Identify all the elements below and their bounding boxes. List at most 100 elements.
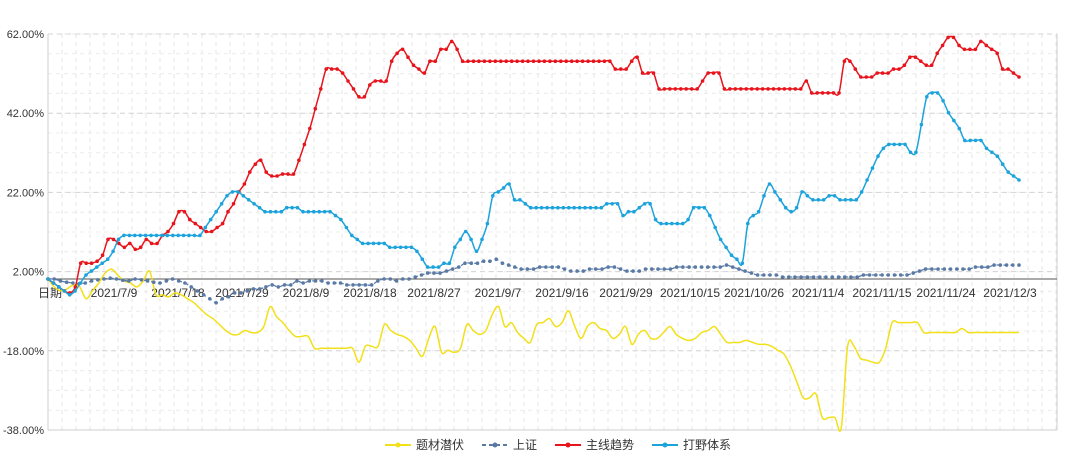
data-point: [1006, 67, 1010, 71]
data-point: [208, 297, 212, 301]
data-point: [740, 261, 745, 266]
data-point: [880, 273, 884, 277]
data-point: [52, 277, 56, 281]
data-point: [204, 229, 208, 234]
data-point: [917, 269, 922, 273]
data-point: [89, 269, 94, 273]
data-point: [599, 205, 604, 210]
data-point: [176, 279, 181, 283]
legend-item[interactable]: 打野体系: [652, 438, 731, 452]
data-point: [209, 229, 214, 234]
data-point: [722, 87, 727, 91]
data-point: [629, 59, 634, 63]
data-point: [171, 233, 175, 238]
data-point: [593, 267, 598, 271]
data-point: [973, 265, 978, 269]
data-point: [613, 67, 618, 71]
data-point: [317, 209, 322, 214]
data-point: [908, 55, 912, 59]
data-point: [820, 91, 825, 95]
data-point: [357, 95, 361, 99]
data-point: [837, 91, 841, 95]
data-point: [369, 283, 374, 287]
data-point: [350, 233, 354, 238]
data-point: [100, 261, 104, 266]
legend-label: 打野体系: [683, 438, 731, 452]
data-point: [780, 275, 785, 279]
data-point: [488, 259, 492, 264]
data-point: [979, 39, 983, 44]
data-point: [463, 229, 468, 234]
data-point: [290, 205, 294, 210]
x-tick-label: 2021/8/18: [343, 286, 397, 300]
data-point: [755, 87, 759, 91]
data-point: [737, 267, 741, 271]
legend-marker: [492, 442, 498, 448]
legend-item[interactable]: 上证: [482, 438, 537, 452]
data-point: [406, 55, 410, 59]
data-point: [133, 247, 138, 252]
data-point: [117, 241, 121, 246]
data-point: [799, 87, 803, 91]
data-point: [542, 59, 547, 63]
data-point: [668, 87, 672, 91]
data-point: [438, 271, 442, 275]
data-point: [713, 225, 717, 230]
data-point: [608, 59, 612, 63]
data-point: [501, 186, 506, 190]
legend-label: 题材潜伏: [416, 438, 464, 452]
data-point: [1011, 263, 1015, 267]
data-point: [165, 233, 170, 238]
data-point: [674, 265, 679, 269]
data-point: [58, 279, 63, 283]
data-point: [384, 79, 389, 83]
data-point: [799, 275, 803, 279]
data-point: [597, 59, 601, 63]
data-point: [1017, 178, 1021, 182]
data-point: [78, 261, 83, 266]
data-point: [600, 267, 604, 271]
data-point: [897, 67, 901, 71]
data-point: [488, 59, 492, 63]
data-point: [411, 63, 416, 67]
data-point: [189, 285, 193, 289]
data-point: [525, 267, 530, 271]
data-point: [302, 142, 307, 147]
data-point: [51, 281, 56, 285]
x-tick-label: 2021/11/15: [852, 286, 911, 300]
data-point: [591, 59, 596, 63]
data-point: [618, 267, 623, 271]
data-point: [226, 295, 231, 299]
data-point: [697, 205, 701, 210]
data-point: [230, 190, 235, 194]
data-point: [735, 257, 739, 262]
data-point: [756, 209, 761, 214]
data-point: [291, 172, 296, 176]
data-point: [198, 225, 203, 230]
legend-item[interactable]: 题材潜伏: [385, 438, 464, 452]
data-point: [673, 87, 678, 91]
data-point: [804, 79, 809, 83]
legend: 题材潜伏 上证 主线趋势 打野体系: [385, 438, 731, 452]
data-point: [924, 63, 929, 67]
data-point: [114, 277, 119, 281]
data-point: [886, 273, 891, 277]
data-point: [466, 59, 470, 63]
data-point: [843, 198, 848, 202]
data-point: [335, 67, 339, 71]
data-point: [561, 205, 566, 210]
legend-item[interactable]: 主线趋势: [555, 438, 634, 452]
data-point: [979, 265, 984, 269]
data-point: [360, 241, 365, 246]
data-point: [880, 71, 885, 75]
data-point: [836, 275, 841, 279]
series-3: [46, 35, 1021, 295]
data-point: [339, 217, 343, 222]
data-point: [632, 209, 636, 214]
data-point: [208, 217, 213, 222]
data-point: [545, 205, 549, 210]
data-point: [62, 289, 67, 293]
data-point: [768, 273, 772, 277]
data-point: [226, 209, 230, 214]
